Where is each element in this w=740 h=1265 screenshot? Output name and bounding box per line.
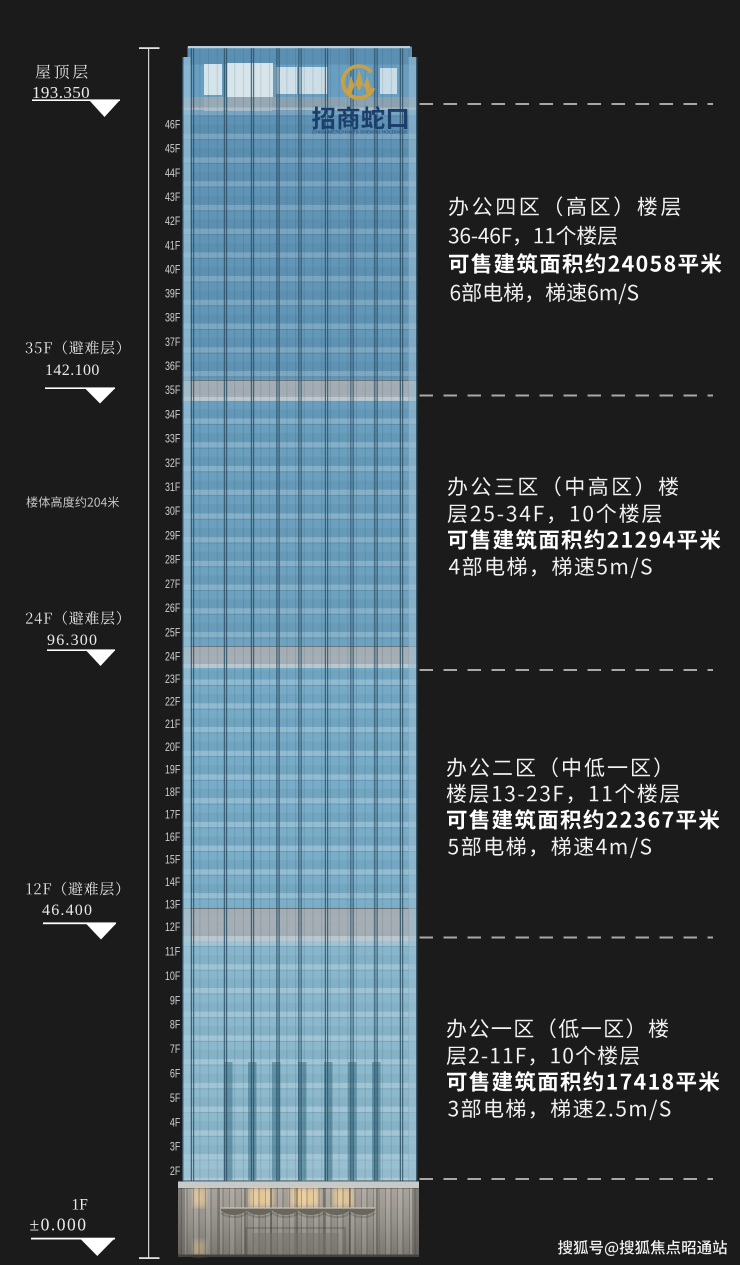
svg-text:22F: 22F [165, 697, 180, 709]
svg-text:43F: 43F [165, 192, 180, 204]
svg-text:5F: 5F [170, 1093, 180, 1105]
svg-text:40F: 40F [165, 264, 180, 276]
svg-text:28F: 28F [165, 555, 180, 567]
svg-text:193.350: 193.350 [32, 83, 90, 102]
svg-text:21F: 21F [165, 719, 180, 731]
svg-text:18F: 18F [165, 787, 180, 799]
svg-text:41F: 41F [165, 240, 180, 252]
svg-text:26F: 26F [165, 603, 180, 615]
svg-text:19F: 19F [165, 764, 180, 776]
svg-text:42F: 42F [165, 216, 180, 228]
svg-text:38F: 38F [165, 313, 180, 325]
svg-text:20F: 20F [165, 742, 180, 754]
svg-text:8F: 8F [170, 1020, 180, 1032]
svg-text:25F: 25F [165, 627, 180, 639]
svg-text:46F: 46F [165, 120, 180, 132]
svg-text:32F: 32F [165, 458, 180, 470]
svg-text:9F: 9F [170, 995, 180, 1007]
svg-text:17F: 17F [165, 809, 180, 821]
svg-text:36F: 36F [165, 361, 180, 373]
svg-text:35F: 35F [165, 385, 180, 397]
svg-text:45F: 45F [165, 144, 180, 156]
svg-text:15F: 15F [165, 855, 180, 867]
svg-text:14F: 14F [165, 877, 180, 889]
svg-text:44F: 44F [165, 168, 180, 180]
svg-text:CHINA MERCHANTS SHEKOU HOLDING: CHINA MERCHANTS SHEKOU HOLDINGS [312, 130, 407, 135]
svg-text:4F: 4F [170, 1117, 180, 1129]
svg-text:27F: 27F [165, 579, 180, 591]
svg-text:6F: 6F [170, 1069, 180, 1081]
svg-text:1F: 1F [72, 1197, 89, 1214]
svg-text:96.300: 96.300 [47, 632, 98, 649]
svg-text:10F: 10F [165, 971, 180, 983]
svg-text:29F: 29F [165, 531, 180, 543]
svg-text:24F: 24F [165, 652, 180, 664]
svg-text:34F: 34F [165, 409, 180, 421]
svg-text:13F: 13F [165, 900, 180, 912]
svg-text:142.100: 142.100 [45, 362, 100, 379]
svg-text:39F: 39F [165, 289, 180, 301]
svg-text:±0.000: ±0.000 [30, 1215, 88, 1235]
svg-text:33F: 33F [165, 434, 180, 446]
svg-text:2F: 2F [170, 1166, 180, 1178]
svg-text:30F: 30F [165, 506, 180, 518]
svg-text:11F: 11F [165, 947, 180, 959]
svg-text:37F: 37F [165, 337, 180, 349]
svg-text:12F: 12F [165, 922, 180, 934]
svg-text:23F: 23F [165, 674, 180, 686]
svg-text:46.400: 46.400 [42, 902, 93, 919]
svg-text:7F: 7F [170, 1044, 180, 1056]
svg-text:31F: 31F [165, 482, 180, 494]
svg-text:3F: 3F [170, 1142, 180, 1154]
svg-text:16F: 16F [165, 832, 180, 844]
